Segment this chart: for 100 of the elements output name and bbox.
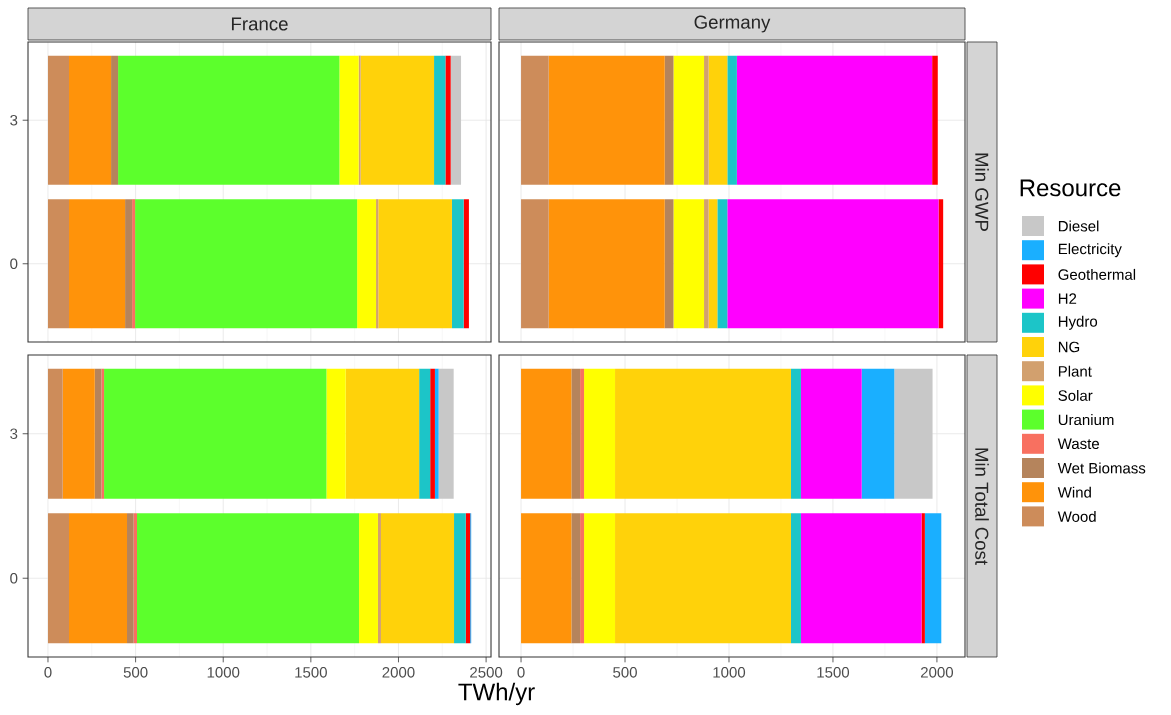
bar <box>717 199 728 329</box>
x-axis-title: TWh/yr <box>458 682 535 706</box>
bar <box>133 513 137 644</box>
x-tick-label: 0 <box>44 667 52 678</box>
bar <box>454 513 466 644</box>
x-tick-label: 2000 <box>921 667 954 678</box>
bar <box>377 513 381 644</box>
y-tick-label: 3 <box>10 114 18 126</box>
bar <box>434 55 446 185</box>
bar <box>664 55 674 185</box>
bar <box>924 513 942 644</box>
y-tick-label: 0 <box>10 258 18 270</box>
bar <box>357 199 377 329</box>
bar <box>339 55 359 185</box>
x-tick-label: 0 <box>517 667 525 678</box>
bar <box>47 55 70 185</box>
bar <box>378 199 452 329</box>
bar <box>137 513 360 644</box>
x-tick-label: 1000 <box>207 667 240 678</box>
bar <box>445 55 451 185</box>
x-tick-label: 500 <box>613 667 637 678</box>
bar <box>47 368 63 499</box>
y-tick-label: 0 <box>10 572 18 584</box>
bar <box>727 199 939 329</box>
bar <box>521 199 549 329</box>
bar <box>932 55 938 185</box>
bar <box>548 55 665 185</box>
chart-title: Germany <box>694 15 771 33</box>
bar <box>69 513 128 644</box>
x-tick-label: 1500 <box>817 667 850 678</box>
bar <box>135 199 358 329</box>
legend-label: Wind <box>1057 486 1091 498</box>
bar <box>921 513 925 644</box>
bar <box>69 199 126 329</box>
bar <box>800 368 862 499</box>
bar <box>894 368 933 499</box>
bar <box>132 199 136 329</box>
bar <box>345 368 420 499</box>
bar <box>326 368 346 499</box>
x-tick-label: 1000 <box>713 667 746 678</box>
bar <box>62 368 95 499</box>
bar <box>434 368 439 499</box>
bar <box>111 55 119 185</box>
x-tick-label: 1500 <box>295 667 327 678</box>
legend-label: NG <box>1058 341 1080 353</box>
legend-title: Resource <box>1020 179 1121 197</box>
bar <box>450 55 462 185</box>
bar <box>571 368 581 499</box>
y-tick-label: 3 <box>10 428 18 440</box>
legend-label: Wet Biomass <box>1057 462 1146 474</box>
bar <box>708 55 728 185</box>
legend-label: Plant <box>1058 365 1092 377</box>
bar <box>380 513 455 644</box>
bar <box>430 368 435 499</box>
bar <box>69 55 112 185</box>
bar <box>580 513 585 644</box>
legend-label: Waste <box>1057 438 1100 450</box>
bar <box>615 368 791 499</box>
bar <box>571 513 581 644</box>
bar <box>127 513 134 644</box>
bar <box>548 199 665 329</box>
legend-label: Solar <box>1058 389 1093 401</box>
bar <box>47 199 70 329</box>
x-tick-label: 2000 <box>382 667 415 678</box>
bar <box>673 55 705 185</box>
bar <box>800 513 922 644</box>
legend-label: H2 <box>1058 293 1077 304</box>
bar <box>727 55 737 185</box>
legend-label: Geothermal <box>1058 268 1136 280</box>
legend-label: Diesel <box>1058 220 1099 232</box>
bar <box>463 199 469 329</box>
bar <box>419 368 431 499</box>
bar <box>104 368 327 499</box>
legend-label: Wood <box>1057 510 1096 522</box>
legend-label: Hydro <box>1058 315 1098 330</box>
bar <box>584 513 616 644</box>
bar <box>521 55 549 185</box>
bar <box>118 55 340 185</box>
y2-axis-title: Min GWP <box>975 153 989 231</box>
chart-title: France <box>231 17 288 31</box>
bar <box>465 513 471 644</box>
bar <box>736 55 933 185</box>
x-tick-label: 2500 <box>470 667 503 678</box>
bar <box>861 368 895 499</box>
legend-label: Electricity <box>1058 243 1122 258</box>
bar <box>94 368 102 499</box>
bar <box>704 199 709 329</box>
bar <box>521 513 572 644</box>
bar <box>708 199 718 329</box>
bar <box>584 368 616 499</box>
bar <box>359 513 378 644</box>
bar <box>790 513 801 644</box>
bar <box>673 199 705 329</box>
legend-label: Uranium <box>1058 414 1114 426</box>
bar <box>451 199 464 329</box>
bar <box>101 368 105 499</box>
bar <box>790 368 801 499</box>
bar <box>580 368 585 499</box>
x-tick-label: 500 <box>123 667 148 678</box>
bar <box>125 199 133 329</box>
